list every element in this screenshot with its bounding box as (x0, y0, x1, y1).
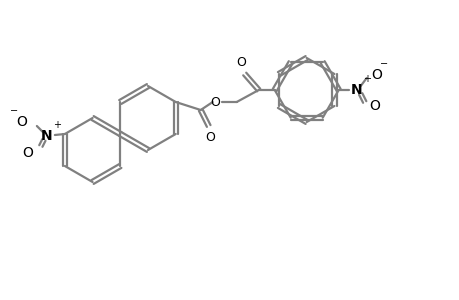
Text: O: O (204, 131, 214, 144)
Text: O: O (371, 68, 382, 82)
Text: +: + (53, 120, 61, 130)
Text: O: O (369, 99, 380, 113)
Text: O: O (16, 115, 27, 129)
Text: O: O (209, 95, 219, 109)
Text: N: N (350, 83, 362, 97)
Text: −: − (379, 59, 387, 69)
Text: −: − (10, 106, 18, 116)
Text: O: O (22, 146, 33, 160)
Text: +: + (362, 74, 370, 84)
Text: O: O (235, 56, 245, 69)
Text: N: N (41, 129, 53, 143)
